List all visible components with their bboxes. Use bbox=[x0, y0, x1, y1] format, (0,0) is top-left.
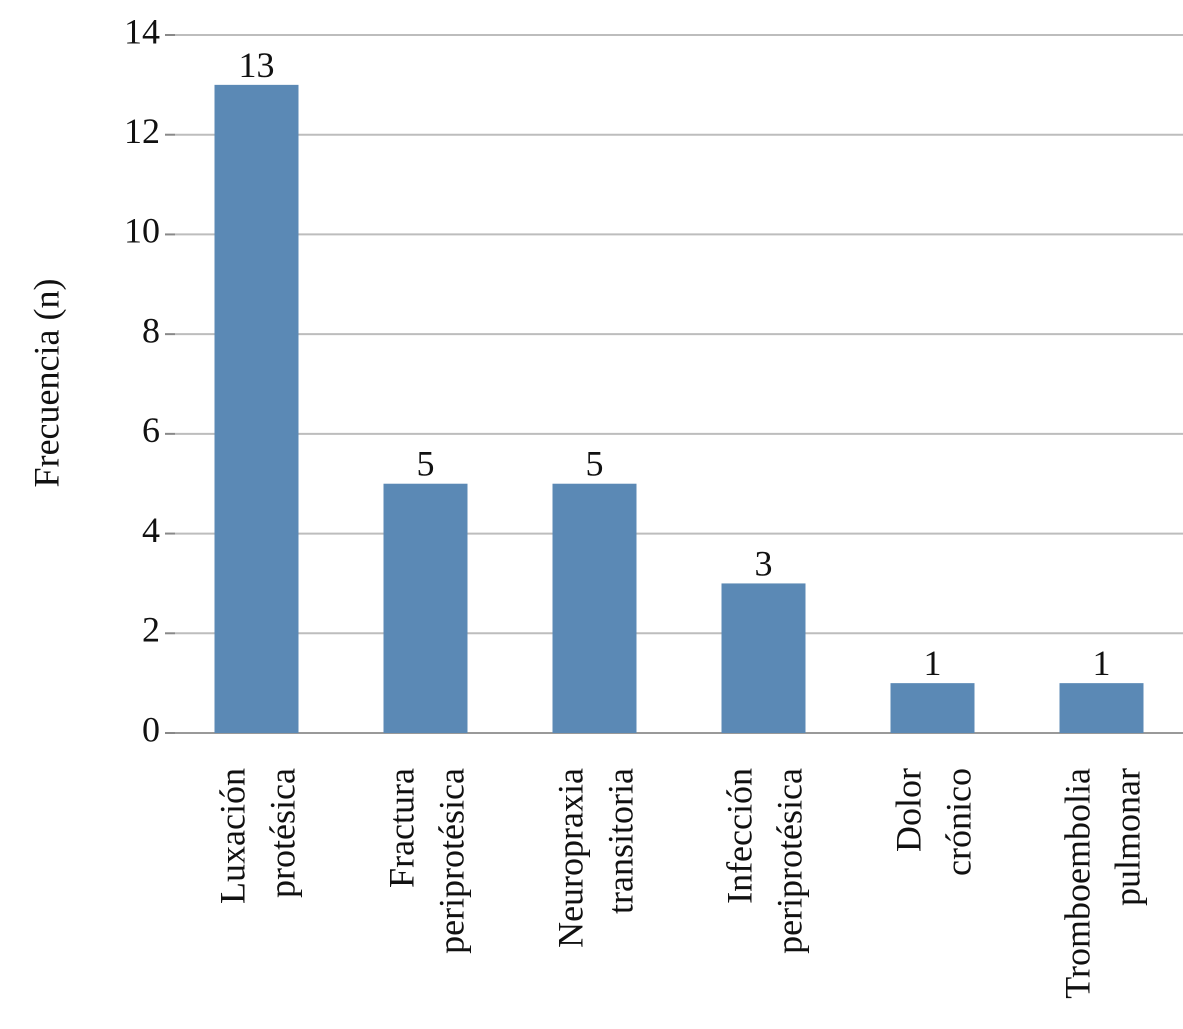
bar bbox=[214, 84, 299, 734]
data-label: 5 bbox=[417, 444, 435, 484]
data-label: 13 bbox=[239, 45, 275, 85]
x-tick-label: Dolor bbox=[889, 768, 929, 852]
x-tick-label: periprotésica bbox=[432, 768, 472, 954]
x-tick-label: Luxación bbox=[213, 768, 253, 904]
y-tick-label: 4 bbox=[142, 510, 160, 550]
y-tick-label: 0 bbox=[142, 709, 160, 749]
x-tick-label: transitoria bbox=[601, 768, 641, 914]
x-tick-label: Neuropraxia bbox=[551, 768, 591, 948]
y-axis-label: Frecuencia (n) bbox=[26, 279, 66, 488]
data-label: 1 bbox=[1093, 643, 1111, 683]
bar bbox=[890, 683, 975, 733]
bar bbox=[383, 483, 468, 733]
x-tick-label: protésica bbox=[263, 768, 303, 898]
bar bbox=[552, 483, 637, 733]
y-tick-label: 6 bbox=[142, 410, 160, 450]
y-tick-label: 10 bbox=[124, 211, 160, 251]
data-label: 1 bbox=[924, 643, 942, 683]
y-tick-label: 12 bbox=[124, 111, 160, 151]
x-tick-label: Tromboembolia bbox=[1058, 768, 1098, 999]
x-tick-label: Infección bbox=[720, 768, 760, 904]
data-label: 3 bbox=[755, 543, 773, 583]
x-tick-label: crónico bbox=[939, 768, 979, 876]
data-label: 5 bbox=[586, 444, 604, 484]
x-tick-label: Fractura bbox=[382, 768, 422, 888]
bar bbox=[721, 583, 806, 733]
y-tick-label: 2 bbox=[142, 610, 160, 650]
x-tick-label: pulmonar bbox=[1108, 768, 1148, 906]
y-tick-label: 8 bbox=[142, 310, 160, 350]
bar bbox=[1059, 683, 1144, 733]
y-tick-label: 14 bbox=[124, 11, 160, 51]
x-tick-label: periprotésica bbox=[770, 768, 810, 954]
